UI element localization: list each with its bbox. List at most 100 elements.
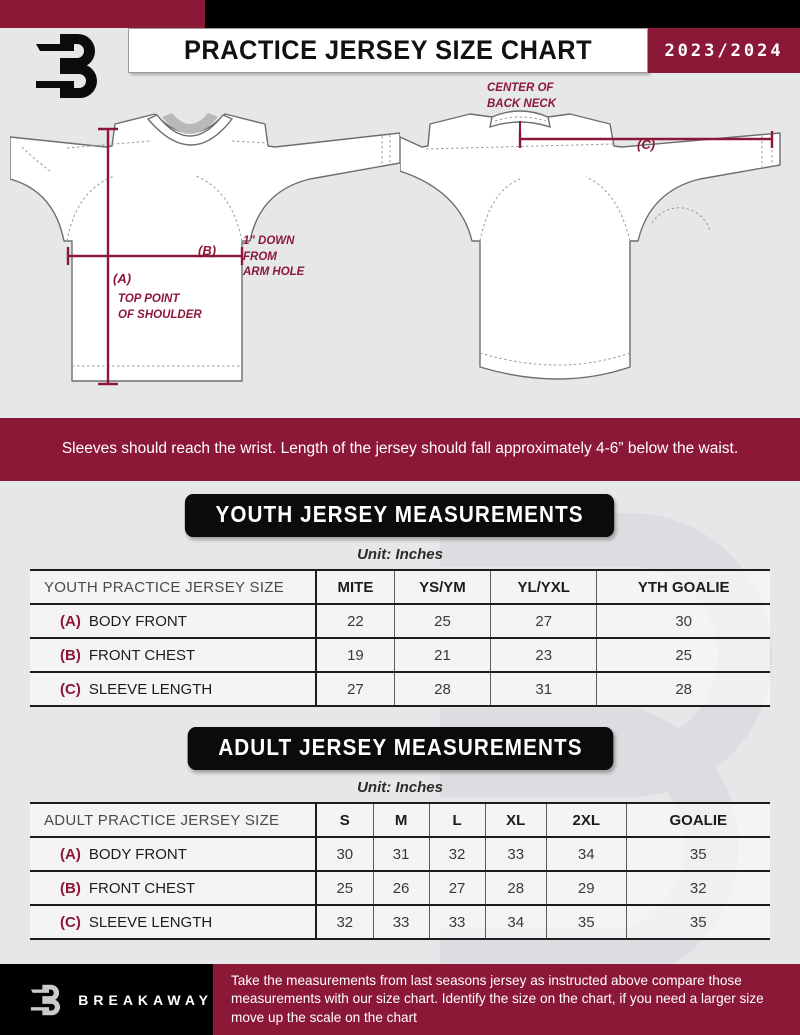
adult-c-xl: 34	[485, 904, 547, 940]
table-row: (C) SLEEVE LENGTH 32 33 33 34 35 35	[30, 904, 770, 940]
adult-b-goalie: 32	[626, 870, 770, 906]
adult-c-goalie: 35	[626, 904, 770, 940]
adult-c-s: 32	[316, 904, 374, 940]
back-collar	[489, 110, 551, 129]
page-title: PRACTICE JERSEY SIZE CHART	[183, 35, 593, 65]
youth-a-mite: 22	[316, 603, 395, 639]
table-row: (C) SLEEVE LENGTH 27 28 31 28	[30, 671, 770, 707]
adult-c-m: 33	[373, 904, 430, 940]
youth-col-yth-goalie: YTH GOALIE	[596, 569, 770, 605]
season-label: 2023/2024	[664, 40, 784, 61]
adult-header-label: ADULT PRACTICE JERSEY SIZE	[30, 802, 317, 838]
adult-c-l: 33	[429, 904, 486, 940]
youth-header-label: YOUTH PRACTICE JERSEY SIZE	[30, 569, 317, 605]
youth-row-b-label: (B) FRONT CHEST	[30, 637, 317, 673]
youth-section-badge: YOUTH JERSEY MEASUREMENTS	[185, 494, 615, 537]
measurement-line-b	[66, 247, 244, 265]
adult-row-a-label: (A) BODY FRONT	[30, 836, 317, 872]
row-text-a: BODY FRONT	[88, 845, 187, 863]
adult-b-s: 25	[316, 870, 374, 906]
adult-col-2xl: 2XL	[546, 802, 627, 838]
adult-b-m: 26	[373, 870, 430, 906]
youth-c-ysym: 28	[394, 671, 492, 707]
adult-a-l: 32	[429, 836, 486, 872]
label-c-note: CENTER OF BACK NECK	[487, 82, 556, 110]
youth-col-ylyxl: YL/YXL	[490, 569, 598, 605]
adult-col-l: L	[429, 802, 486, 838]
adult-a-s: 30	[316, 836, 374, 872]
adult-b-xl: 28	[485, 870, 547, 906]
top-strip-maroon	[0, 0, 205, 28]
label-c-tag: (C)	[637, 137, 656, 152]
adult-a-goalie: 35	[626, 836, 770, 872]
youth-a-ysym: 25	[394, 603, 492, 639]
adult-b-l: 27	[429, 870, 486, 906]
youth-table-header-row: YOUTH PRACTICE JERSEY SIZE MITE YS/YM YL…	[30, 569, 770, 605]
adult-col-xl: XL	[485, 802, 547, 838]
row-text-c: SLEEVE LENGTH	[88, 913, 213, 931]
table-row: (B) FRONT CHEST 25 26 27 28 29 32	[30, 870, 770, 906]
youth-b-mite: 19	[316, 637, 395, 673]
footer: BREAKAWAY Take the measurements from las…	[0, 964, 800, 1035]
youth-c-ylyxl: 31	[490, 671, 598, 707]
breakaway-b-logo-icon	[30, 984, 61, 1015]
youth-b-ysym: 21	[394, 637, 492, 673]
row-text-b: FRONT CHEST	[88, 646, 196, 664]
adult-c-2xl: 35	[546, 904, 627, 940]
jersey-back-diagram	[400, 110, 781, 380]
row-tag-c: (C)	[60, 680, 81, 698]
top-color-strip	[0, 0, 800, 28]
youth-b-ylyxl: 23	[490, 637, 598, 673]
row-tag-b: (B)	[60, 646, 81, 664]
header-band: PRACTICE JERSEY SIZE CHART 2023/2024	[0, 28, 800, 73]
jersey-diagram-area: (B) 1" DOWN FROM ARM HOLE (A) TOP POINT …	[0, 73, 800, 418]
youth-c-mite: 27	[316, 671, 395, 707]
youth-a-ylyxl: 27	[490, 603, 598, 639]
adult-a-m: 31	[373, 836, 430, 872]
jersey-front-diagram	[10, 113, 400, 386]
adult-unit-label: Unit: Inches	[357, 779, 443, 796]
table-row: (B) FRONT CHEST 19 21 23 25	[30, 637, 770, 673]
adult-a-2xl: 34	[546, 836, 627, 872]
footer-brand: BREAKAWAY	[0, 964, 213, 1035]
adult-row-c-label: (C) SLEEVE LENGTH	[30, 904, 317, 940]
youth-c-goalie: 28	[596, 671, 770, 707]
label-b-note: 1" DOWN FROM ARM HOLE	[243, 235, 305, 279]
youth-a-goalie: 30	[596, 603, 770, 639]
adult-a-xl: 33	[485, 836, 547, 872]
label-a-note: TOP POINT OF SHOULDER	[118, 293, 202, 321]
page-title-box: PRACTICE JERSEY SIZE CHART	[128, 28, 648, 73]
youth-col-ysym: YS/YM	[394, 569, 492, 605]
adult-section-badge: ADULT JERSEY MEASUREMENTS	[187, 727, 613, 770]
top-strip-black	[205, 0, 800, 28]
adult-section: ADULT JERSEY MEASUREMENTS Unit: Inches A…	[0, 727, 800, 940]
adult-measurements-table: ADULT PRACTICE JERSEY SIZE S M L XL 2XL …	[30, 802, 770, 940]
row-text-b: FRONT CHEST	[88, 879, 196, 897]
breakaway-b-logo-icon	[36, 34, 97, 98]
collar-outline	[146, 114, 234, 146]
adult-table-header-row: ADULT PRACTICE JERSEY SIZE S M L XL 2XL …	[30, 802, 770, 838]
adult-col-s: S	[316, 802, 374, 838]
season-badge: 2023/2024	[648, 28, 800, 73]
table-row: (A) BODY FRONT 22 25 27 30	[30, 603, 770, 639]
adult-row-b-label: (B) FRONT CHEST	[30, 870, 317, 906]
row-tag-a: (A)	[60, 845, 81, 863]
youth-measurements-table: YOUTH PRACTICE JERSEY SIZE MITE YS/YM YL…	[30, 569, 770, 707]
youth-section: YOUTH JERSEY MEASUREMENTS Unit: Inches Y…	[0, 494, 800, 707]
footer-wordmark: BREAKAWAY	[78, 991, 213, 1008]
table-row: (A) BODY FRONT 30 31 32 33 34 35	[30, 836, 770, 872]
label-a-tag: (A)	[113, 271, 132, 286]
youth-col-mite: MITE	[316, 569, 395, 605]
row-tag-c: (C)	[60, 913, 81, 931]
youth-row-a-label: (A) BODY FRONT	[30, 603, 317, 639]
row-tag-a: (A)	[60, 612, 81, 630]
adult-col-m: M	[373, 802, 430, 838]
adult-col-goalie: GOALIE	[626, 802, 770, 838]
row-tag-b: (B)	[60, 879, 81, 897]
youth-b-goalie: 25	[596, 637, 770, 673]
adult-b-2xl: 29	[546, 870, 627, 906]
label-b-tag: (B)	[198, 243, 217, 258]
row-text-a: BODY FRONT	[88, 612, 187, 630]
note-banner-text: Sleeves should reach the wrist. Length o…	[61, 440, 739, 458]
sleeve-length-note-banner: Sleeves should reach the wrist. Length o…	[0, 418, 800, 481]
